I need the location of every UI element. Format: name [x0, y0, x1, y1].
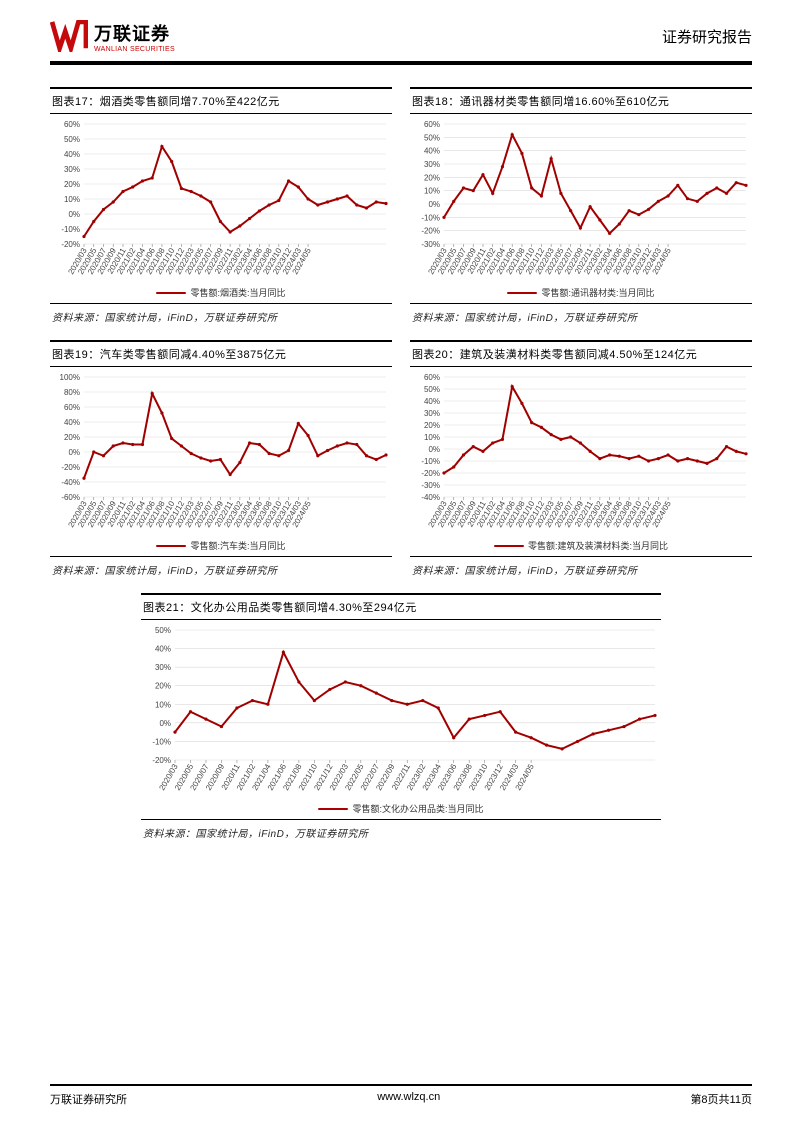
- svg-text:-20%: -20%: [421, 227, 440, 236]
- svg-text:10%: 10%: [424, 433, 440, 442]
- legend-label: 零售额:通讯器材类:当月同比: [541, 286, 654, 299]
- chart-source: 资料来源：国家统计局，iFinD，万联证券研究所: [410, 556, 752, 587]
- svg-text:50%: 50%: [424, 385, 440, 394]
- line-chart-20: -40%-30%-20%-10%0%10%20%30%40%50%60%2020…: [410, 367, 752, 539]
- page: 万联证券 WANLIAN SECURITIES 证券研究报告 图表17：烟酒类零…: [0, 0, 802, 1133]
- chart-panel-18: 图表18：通讯器材类零售额同增16.60%至610亿元 -30% -20% -10%…: [410, 87, 752, 334]
- svg-text:-60%: -60%: [61, 493, 80, 502]
- legend-line-icon: [318, 808, 348, 810]
- svg-text:20%: 20%: [64, 180, 80, 189]
- svg-text:-10%: -10%: [421, 213, 440, 222]
- chart-source: 资料来源：国家统计局，iFinD，万联证券研究所: [50, 303, 392, 334]
- svg-text:10%: 10%: [155, 700, 171, 709]
- svg-text:40%: 40%: [424, 397, 440, 406]
- logo: 万联证券 WANLIAN SECURITIES: [50, 20, 175, 53]
- svg-text:50%: 50%: [64, 135, 80, 144]
- legend-line-icon: [156, 292, 186, 294]
- svg-text:30%: 30%: [64, 165, 80, 174]
- svg-text:-20%: -20%: [61, 240, 80, 249]
- logo-icon: [50, 20, 88, 52]
- chart-legend: 零售额:烟酒类:当月同比: [50, 286, 392, 303]
- svg-text:20%: 20%: [424, 421, 440, 430]
- logo-text-cn: 万联证券: [94, 20, 175, 46]
- svg-text:-30%: -30%: [421, 481, 440, 490]
- footer-org: 万联证券研究所: [50, 1091, 127, 1107]
- svg-text:50%: 50%: [155, 626, 171, 635]
- line-chart-21: -20%-10%0%10%20%30%40%50%2020/032020/052…: [141, 620, 661, 802]
- svg-text:40%: 40%: [64, 150, 80, 159]
- chart-source: 资料来源：国家统计局，iFinD，万联证券研究所: [410, 303, 752, 334]
- svg-text:0%: 0%: [68, 448, 80, 457]
- line-chart-17: -20%-10%0%10%20%30%40%50%60%2020/032020/…: [50, 114, 392, 286]
- chart-source: 资料来源：国家统计局，iFinD，万联证券研究所: [50, 556, 392, 587]
- svg-text:0%: 0%: [68, 210, 80, 219]
- legend-label: 零售额:文化办公用品类:当月同比: [352, 802, 483, 815]
- chart-legend: 零售额:汽车类:当月同比: [50, 539, 392, 556]
- legend-line-icon: [156, 545, 186, 547]
- svg-text:30%: 30%: [424, 160, 440, 169]
- chart-panel-17: 图表17：烟酒类零售额同增7.70%至422亿元 -20% -10% 0% 10% 20…: [50, 87, 392, 334]
- svg-text:10%: 10%: [424, 187, 440, 196]
- line-chart-18: -30%-20%-10%0%10%20%30%40%50%60%2020/032…: [410, 114, 752, 286]
- svg-text:80%: 80%: [64, 388, 80, 397]
- svg-text:40%: 40%: [424, 147, 440, 156]
- chart-panel-19: 图表19：汽车类零售额同减4.40%至3875亿元 -60% -40% -20% 0%…: [50, 340, 392, 587]
- chart-legend: 零售额:建筑及装潢材料类:当月同比: [410, 539, 752, 556]
- page-footer: 万联证券研究所 www.wlzq.cn 第8页共11页: [50, 1084, 752, 1107]
- svg-text:60%: 60%: [424, 373, 440, 382]
- svg-text:-20%: -20%: [421, 469, 440, 478]
- svg-text:10%: 10%: [64, 195, 80, 204]
- svg-text:40%: 40%: [64, 418, 80, 427]
- chart-row-1: 图表17：烟酒类零售额同增7.70%至422亿元 -20% -10% 0% 10% 20…: [50, 87, 752, 334]
- legend-label: 零售额:建筑及装潢材料类:当月同比: [528, 539, 668, 552]
- svg-text:60%: 60%: [64, 120, 80, 129]
- chart-panel-20: 图表20：建筑及装潢材料类零售额同减4.50%至124亿元 -40% -30% -2…: [410, 340, 752, 587]
- svg-text:50%: 50%: [424, 133, 440, 142]
- legend-label: 零售额:烟酒类:当月同比: [190, 286, 285, 299]
- svg-text:100%: 100%: [60, 373, 80, 382]
- svg-text:0%: 0%: [159, 719, 171, 728]
- svg-text:20%: 20%: [424, 173, 440, 182]
- report-type: 证券研究报告: [662, 26, 752, 47]
- footer-page: 第8页共11页: [690, 1091, 752, 1107]
- content-area: 图表17：烟酒类零售额同增7.70%至422亿元 -20% -10% 0% 10% 20…: [0, 65, 802, 850]
- chart-title: 图表21：文化办公用品类零售额同增4.30%至294亿元: [141, 593, 661, 620]
- svg-text:-20%: -20%: [152, 756, 171, 765]
- svg-text:-20%: -20%: [61, 463, 80, 472]
- svg-text:60%: 60%: [64, 403, 80, 412]
- chart-title: 图表18：通讯器材类零售额同增16.60%至610亿元: [410, 87, 752, 114]
- chart-legend: 零售额:文化办公用品类:当月同比: [141, 802, 661, 819]
- logo-text-en: WANLIAN SECURITIES: [94, 46, 175, 53]
- chart-title: 图表20：建筑及装潢材料类零售额同减4.50%至124亿元: [410, 340, 752, 367]
- chart-source: 资料来源：国家统计局，iFinD，万联证券研究所: [141, 819, 661, 850]
- svg-text:60%: 60%: [424, 120, 440, 129]
- chart-row-2: 图表19：汽车类零售额同减4.40%至3875亿元 -60% -40% -20% 0%…: [50, 340, 752, 587]
- chart-panel-21: 图表21：文化办公用品类零售额同增4.30%至294亿元 -20% -10% 0% 1…: [141, 593, 661, 850]
- svg-text:-40%: -40%: [61, 478, 80, 487]
- legend-line-icon: [494, 545, 524, 547]
- svg-text:20%: 20%: [64, 433, 80, 442]
- svg-text:0%: 0%: [428, 445, 440, 454]
- footer-url: www.wlzq.cn: [377, 1091, 440, 1107]
- legend-label: 零售额:汽车类:当月同比: [190, 539, 285, 552]
- svg-text:20%: 20%: [155, 682, 171, 691]
- page-header: 万联证券 WANLIAN SECURITIES 证券研究报告: [0, 0, 802, 61]
- svg-text:40%: 40%: [155, 645, 171, 654]
- svg-text:30%: 30%: [424, 409, 440, 418]
- line-chart-19: -60%-40%-20%0%20%40%60%80%100%2020/03202…: [50, 367, 392, 539]
- svg-text:-10%: -10%: [421, 457, 440, 466]
- svg-text:-10%: -10%: [152, 737, 171, 746]
- chart-legend: 零售额:通讯器材类:当月同比: [410, 286, 752, 303]
- chart-title: 图表19：汽车类零售额同减4.40%至3875亿元: [50, 340, 392, 367]
- svg-text:-10%: -10%: [61, 225, 80, 234]
- svg-text:30%: 30%: [155, 663, 171, 672]
- chart-title: 图表17：烟酒类零售额同增7.70%至422亿元: [50, 87, 392, 114]
- footer-rule: [50, 1084, 752, 1086]
- chart-row-3: 图表21：文化办公用品类零售额同增4.30%至294亿元 -20% -10% 0% 1…: [50, 593, 752, 850]
- svg-text:0%: 0%: [428, 200, 440, 209]
- svg-text:-30%: -30%: [421, 240, 440, 249]
- svg-text:-40%: -40%: [421, 493, 440, 502]
- legend-line-icon: [507, 292, 537, 294]
